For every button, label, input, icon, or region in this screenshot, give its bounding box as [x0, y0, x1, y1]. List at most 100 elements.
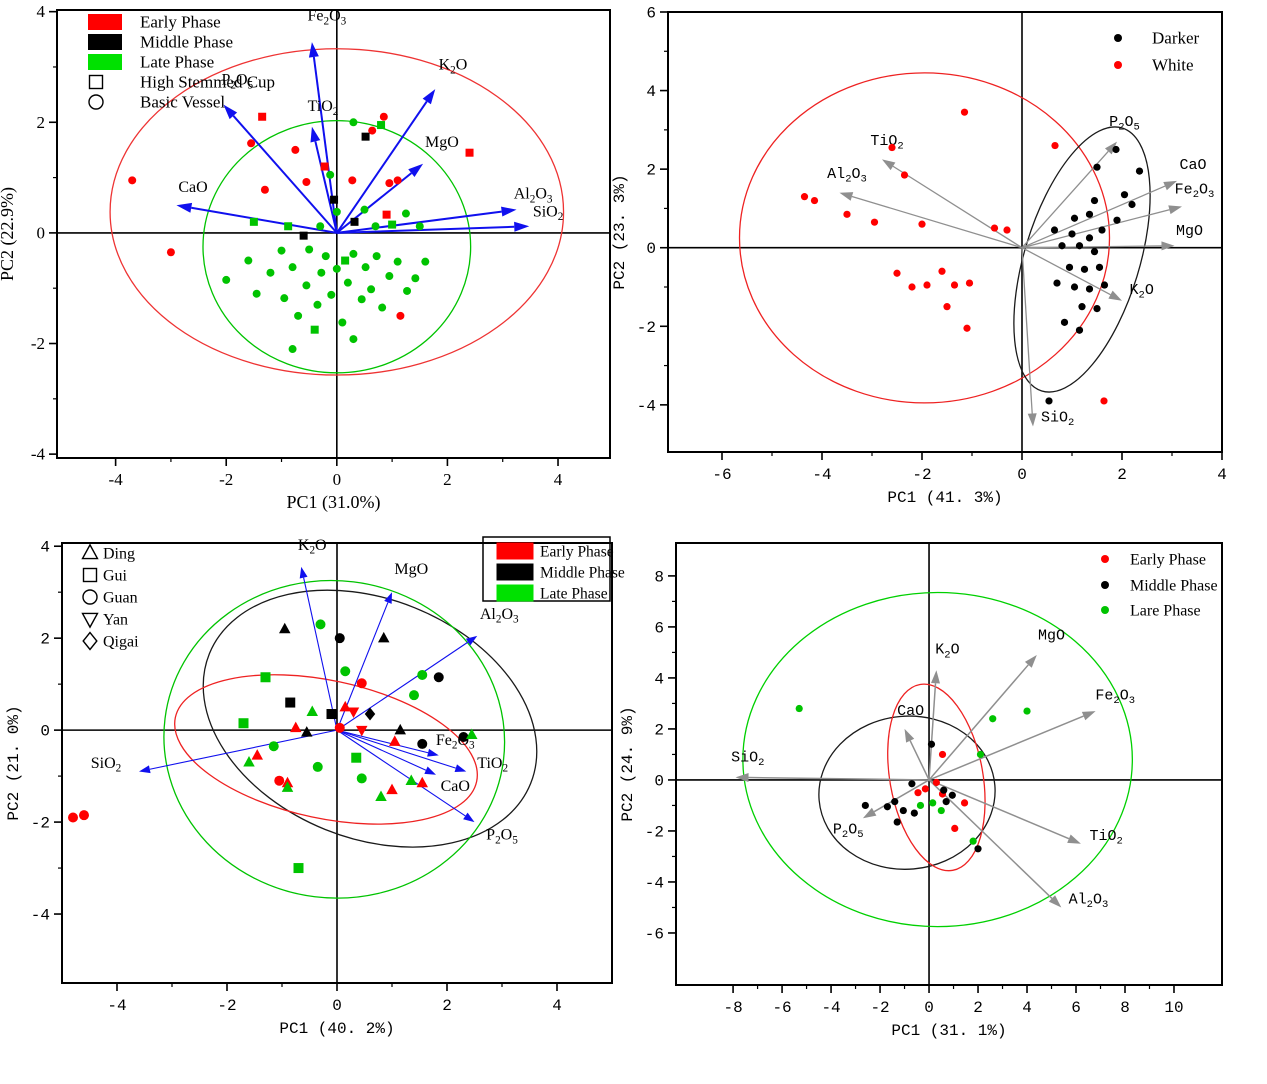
- TiO2-loading-arrow: [314, 141, 338, 234]
- data-point: [356, 725, 368, 737]
- data-point: [268, 741, 279, 752]
- data-point: [372, 252, 381, 261]
- y-tick-label: -2: [31, 334, 45, 353]
- data-point: [1078, 303, 1086, 311]
- y-axis: -4 -2 0 2 4: [31, 539, 62, 925]
- y-tick-label: 2: [37, 113, 46, 132]
- x-tick-label: -2: [219, 470, 233, 489]
- MgO-arrowhead: [1024, 654, 1037, 668]
- CaO-label: CaO: [1179, 157, 1206, 174]
- data-point: [247, 139, 256, 148]
- SiO2-label: SiO2: [731, 750, 764, 770]
- legend-marker: [81, 543, 99, 560]
- CaO-arrowhead: [1163, 180, 1177, 191]
- data-point: [274, 775, 285, 786]
- P2O5-loading-arrow: [873, 779, 930, 813]
- data-point: [291, 145, 300, 154]
- legend-label: Middle Phase: [540, 565, 625, 582]
- legend-marker: [81, 612, 99, 629]
- y-tick-label: 4: [37, 2, 46, 21]
- panel-bottom-left: -4 -2 0 2 4 -4 -2 0 2 4 PC1 (40. 2%) PC2 (21. 0%) K2…: [5, 536, 625, 1038]
- data-point: [910, 809, 918, 817]
- x-tick-label: 4: [1022, 999, 1032, 1017]
- data-point: [260, 185, 269, 194]
- y-axis: -4 -2 0 2 4 6: [637, 5, 668, 415]
- data-point: [965, 279, 974, 287]
- data-point: [1098, 226, 1106, 234]
- legend-dot: [1114, 61, 1122, 69]
- K2O-loading-arrow: [303, 577, 338, 731]
- TiO2-label: TiO2: [477, 755, 508, 775]
- CaO-label: CaO: [897, 703, 924, 720]
- Al2O3-loading-arrow: [851, 195, 1023, 249]
- Al2O3-label: Al2O3: [1069, 892, 1109, 912]
- data-point: [361, 263, 370, 272]
- data-point: [948, 791, 956, 799]
- data-point: [280, 294, 289, 303]
- data-point: [321, 252, 330, 261]
- panel-top-right: -6 -4 -2 0 2 4 -4 -2 0 2 4 6 PC1 (41. 3%) PC2 (23. 3%…: [611, 5, 1227, 508]
- P2O5-loading-arrow: [336, 729, 466, 817]
- data-point: [943, 303, 951, 311]
- data-point: [386, 783, 398, 795]
- y-tick-label: 2: [40, 631, 50, 649]
- x-axis-title: PC1 (31. 1%): [891, 1022, 1006, 1040]
- data-point: [310, 325, 319, 334]
- data-point: [940, 786, 948, 794]
- y-tick-label: 0: [37, 223, 46, 242]
- data-point: [378, 303, 387, 312]
- data-point: [334, 722, 345, 733]
- x-tick-label: 2: [443, 470, 452, 489]
- TiO2-arrowhead: [310, 126, 321, 143]
- data-point: [339, 700, 351, 712]
- Fe2O3-loading-arrow: [928, 715, 1084, 781]
- data-point: [320, 162, 329, 171]
- data-point: [351, 752, 362, 763]
- data-point: [301, 726, 313, 737]
- data-point: [350, 217, 359, 226]
- plot-frame: [675, 542, 1223, 986]
- data-point: [914, 789, 922, 797]
- data-point: [990, 224, 999, 232]
- data-point: [379, 112, 388, 121]
- data-point: [347, 707, 360, 718]
- x-tick-label: -6: [772, 999, 791, 1017]
- data-point: [330, 195, 339, 204]
- x-tick-label: 2: [442, 997, 452, 1015]
- x-tick-label: 4: [1217, 466, 1227, 484]
- data-point: [908, 780, 916, 788]
- x-tick-label: -4: [107, 997, 126, 1015]
- confidence-ellipse: [163, 579, 506, 899]
- x-tick-label: 2: [1117, 466, 1127, 484]
- y-tick-label: -4: [31, 445, 46, 464]
- data-point: [1085, 234, 1094, 242]
- legend-dot: [1114, 34, 1122, 42]
- legend: Darker White: [1114, 29, 1200, 75]
- data-point: [338, 318, 347, 327]
- data-point: [394, 723, 406, 735]
- data-point: [1085, 285, 1094, 293]
- data-point: [411, 274, 420, 283]
- data-point: [883, 803, 891, 811]
- data-point: [1051, 141, 1059, 150]
- legend-swatch: [88, 54, 122, 70]
- x-tick-label: 6: [1071, 999, 1081, 1017]
- Fe2O3-arrowhead: [308, 42, 319, 58]
- P2O5-arrowhead: [862, 807, 877, 819]
- legend-marker: [88, 74, 104, 90]
- data-point: [288, 345, 297, 354]
- TiO2-loading-arrow: [336, 729, 456, 769]
- data-point: [349, 335, 358, 344]
- data-point: [1135, 167, 1144, 175]
- data-point: [279, 622, 291, 634]
- data-point: [312, 761, 323, 772]
- data-point: [258, 112, 267, 121]
- x-axis: -8 -6 -4 -2 0 2 4 6 8 10: [723, 985, 1184, 1017]
- data-point: [1075, 326, 1084, 334]
- SiO2-arrowhead: [1027, 413, 1037, 427]
- TiO2-arrowhead: [882, 159, 896, 171]
- data-point: [963, 324, 971, 332]
- TiO2-loading-arrow: [892, 165, 1023, 249]
